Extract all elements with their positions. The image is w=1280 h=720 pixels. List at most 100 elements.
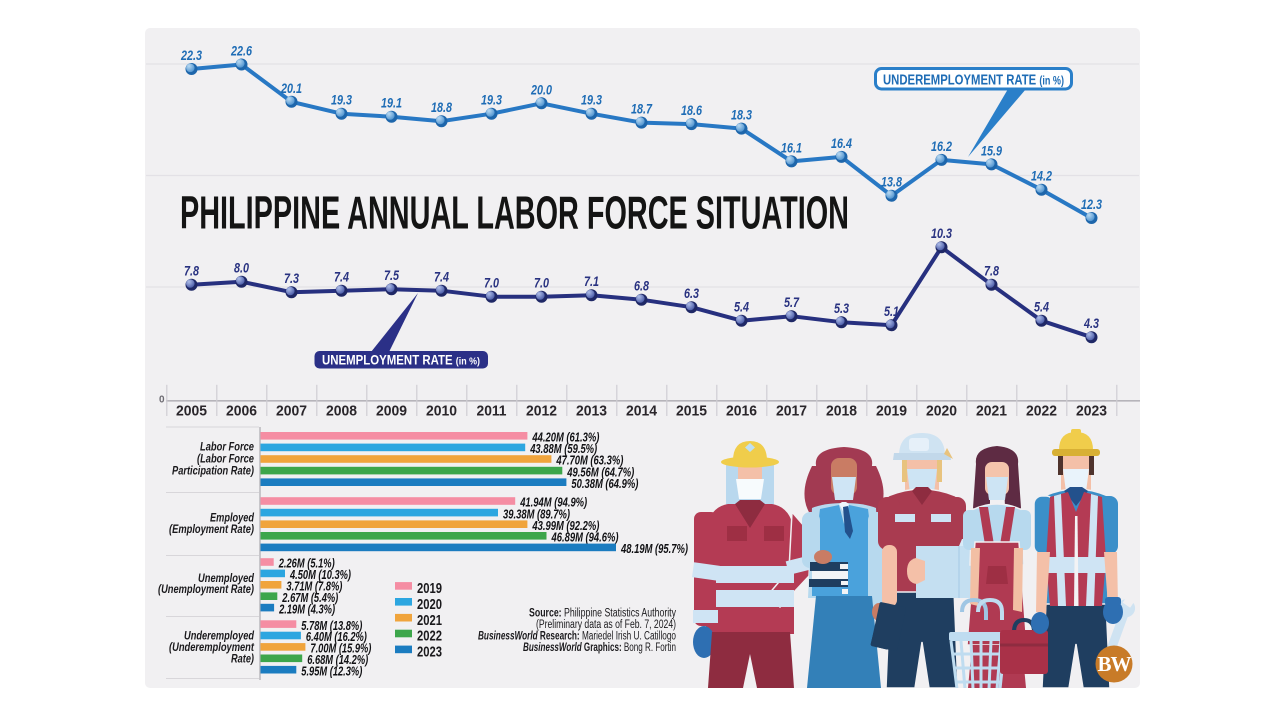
- svg-text:(Preliminary data as of Feb. 7: (Preliminary data as of Feb. 7, 2024): [536, 619, 676, 631]
- svg-text:16.4: 16.4: [831, 135, 852, 151]
- svg-text:2010: 2010: [426, 403, 457, 420]
- svg-text:UNEMPLOYMENT RATE (in %): UNEMPLOYMENT RATE (in %): [322, 353, 480, 368]
- svg-text:0: 0: [159, 395, 165, 406]
- svg-text:2020: 2020: [926, 403, 957, 420]
- svg-text:BusinessWorld Research: Maried: BusinessWorld Research: Mariedel Irish U…: [478, 631, 676, 643]
- svg-text:2005: 2005: [176, 403, 207, 420]
- svg-text:20.0: 20.0: [530, 81, 552, 97]
- svg-text:Participation Rate): Participation Rate): [172, 464, 254, 478]
- svg-text:Source: Philippine Statistics: Source: Philippine Statistics Authority: [529, 608, 676, 620]
- svg-text:Rate): Rate): [231, 651, 254, 665]
- svg-text:2007: 2007: [276, 403, 307, 420]
- svg-text:2013: 2013: [576, 403, 607, 420]
- svg-text:BusinessWorld Graphics: Bong R: BusinessWorld Graphics: Bong R. Fortin: [523, 642, 676, 654]
- svg-text:Labor Force: Labor Force: [200, 439, 254, 453]
- svg-text:20.1: 20.1: [280, 80, 302, 96]
- svg-text:2008: 2008: [326, 403, 357, 420]
- svg-text:5.78M (13.8%): 5.78M (13.8%): [301, 618, 362, 633]
- svg-text:2012: 2012: [526, 403, 557, 420]
- svg-text:18.7: 18.7: [631, 101, 653, 117]
- svg-text:7.4: 7.4: [334, 269, 349, 285]
- svg-text:7.0: 7.0: [484, 275, 499, 291]
- svg-text:18.3: 18.3: [731, 107, 752, 123]
- svg-text:44.20M (61.3%): 44.20M (61.3%): [532, 430, 600, 445]
- svg-text:7.5: 7.5: [384, 267, 399, 283]
- svg-text:19.3: 19.3: [481, 92, 502, 108]
- svg-text:7.1: 7.1: [584, 273, 599, 289]
- svg-text:50.38M (64.9%): 50.38M (64.9%): [571, 476, 638, 491]
- svg-text:49.56M (64.7%): 49.56M (64.7%): [567, 464, 635, 479]
- svg-text:12.3: 12.3: [1081, 196, 1102, 212]
- svg-text:4.3: 4.3: [1083, 315, 1099, 331]
- svg-text:15.9: 15.9: [981, 142, 1002, 158]
- svg-text:2019: 2019: [417, 580, 442, 597]
- svg-text:2.67M (5.4%): 2.67M (5.4%): [282, 590, 339, 605]
- svg-text:2021: 2021: [417, 612, 442, 629]
- svg-text:7.3: 7.3: [284, 270, 299, 286]
- svg-text:10.3: 10.3: [931, 225, 952, 241]
- svg-text:PHILIPPINE ANNUAL LABOR FORCE: PHILIPPINE ANNUAL LABOR FORCE SITUATION: [180, 187, 849, 239]
- svg-text:46.89M (94.6%): 46.89M (94.6%): [551, 530, 619, 545]
- svg-text:6.40M (16.2%): 6.40M (16.2%): [306, 629, 367, 644]
- svg-text:(Labor Force: (Labor Force: [197, 451, 254, 465]
- svg-text:(Employment Rate): (Employment Rate): [169, 522, 254, 536]
- svg-text:3.71M (7.8%): 3.71M (7.8%): [286, 579, 342, 594]
- svg-text:2022: 2022: [417, 628, 442, 645]
- svg-text:2022: 2022: [1026, 403, 1057, 420]
- svg-text:2.26M (5.1%): 2.26M (5.1%): [278, 556, 335, 571]
- svg-text:2021: 2021: [976, 403, 1007, 420]
- svg-text:19.1: 19.1: [381, 95, 402, 111]
- svg-text:2016: 2016: [726, 403, 757, 420]
- svg-text:48.19M (95.7%): 48.19M (95.7%): [620, 541, 688, 556]
- svg-text:8.0: 8.0: [234, 260, 249, 276]
- svg-text:2018: 2018: [826, 403, 857, 420]
- svg-text:5.95M (12.3%): 5.95M (12.3%): [301, 663, 362, 678]
- svg-text:Underemployed: Underemployed: [184, 629, 254, 643]
- svg-text:BW: BW: [1097, 652, 1131, 676]
- svg-text:5.3: 5.3: [834, 300, 849, 316]
- svg-text:16.1: 16.1: [781, 139, 802, 155]
- svg-text:7.8: 7.8: [184, 263, 199, 279]
- svg-text:2014: 2014: [626, 403, 658, 420]
- svg-text:UNDEREMPLOYMENT RATE (in %): UNDEREMPLOYMENT RATE (in %): [883, 72, 1064, 89]
- svg-text:6.3: 6.3: [684, 285, 699, 301]
- svg-text:13.8: 13.8: [881, 174, 902, 190]
- svg-text:41.94M (94.9%): 41.94M (94.9%): [519, 495, 587, 510]
- svg-text:2017: 2017: [776, 403, 807, 420]
- svg-text:2.19M (4.3%): 2.19M (4.3%): [278, 601, 335, 616]
- svg-text:4.50M (10.3%): 4.50M (10.3%): [289, 567, 351, 582]
- svg-text:16.2: 16.2: [931, 138, 952, 154]
- svg-text:2023: 2023: [1076, 403, 1107, 420]
- svg-text:2023: 2023: [417, 644, 442, 661]
- svg-text:22.3: 22.3: [180, 47, 202, 63]
- svg-text:14.2: 14.2: [1031, 168, 1052, 184]
- svg-text:7.4: 7.4: [434, 269, 449, 285]
- svg-text:18.6: 18.6: [681, 102, 702, 118]
- svg-text:7.00M (15.9%): 7.00M (15.9%): [310, 641, 371, 656]
- svg-text:2011: 2011: [477, 403, 507, 420]
- svg-text:5.4: 5.4: [1034, 299, 1049, 315]
- svg-text:43.99M (92.2%): 43.99M (92.2%): [532, 518, 600, 533]
- svg-text:18.8: 18.8: [431, 99, 452, 115]
- svg-text:2006: 2006: [226, 403, 257, 420]
- svg-text:6.68M (14.2%): 6.68M (14.2%): [307, 652, 368, 667]
- svg-text:6.8: 6.8: [634, 278, 649, 294]
- svg-text:Employed: Employed: [210, 510, 254, 524]
- svg-text:(Unemployment Rate): (Unemployment Rate): [158, 582, 254, 596]
- svg-text:22.6: 22.6: [230, 43, 252, 59]
- svg-text:Unemployed: Unemployed: [198, 571, 254, 585]
- svg-text:2009: 2009: [376, 403, 407, 420]
- svg-text:43.88M (59.5%): 43.88M (59.5%): [529, 441, 597, 456]
- svg-text:7.8: 7.8: [984, 263, 999, 279]
- svg-text:5.7: 5.7: [784, 294, 800, 310]
- svg-text:7.0: 7.0: [534, 275, 549, 291]
- svg-text:5.4: 5.4: [734, 299, 749, 315]
- svg-text:5.1: 5.1: [884, 303, 899, 319]
- svg-text:(Underemployment: (Underemployment: [169, 640, 255, 654]
- svg-text:19.3: 19.3: [581, 92, 602, 108]
- svg-text:39.38M (89.7%): 39.38M (89.7%): [503, 506, 570, 521]
- svg-text:2020: 2020: [417, 596, 442, 613]
- svg-text:47.70M (63.3%): 47.70M (63.3%): [556, 453, 624, 468]
- svg-text:19.3: 19.3: [331, 92, 352, 108]
- svg-text:2019: 2019: [876, 403, 907, 420]
